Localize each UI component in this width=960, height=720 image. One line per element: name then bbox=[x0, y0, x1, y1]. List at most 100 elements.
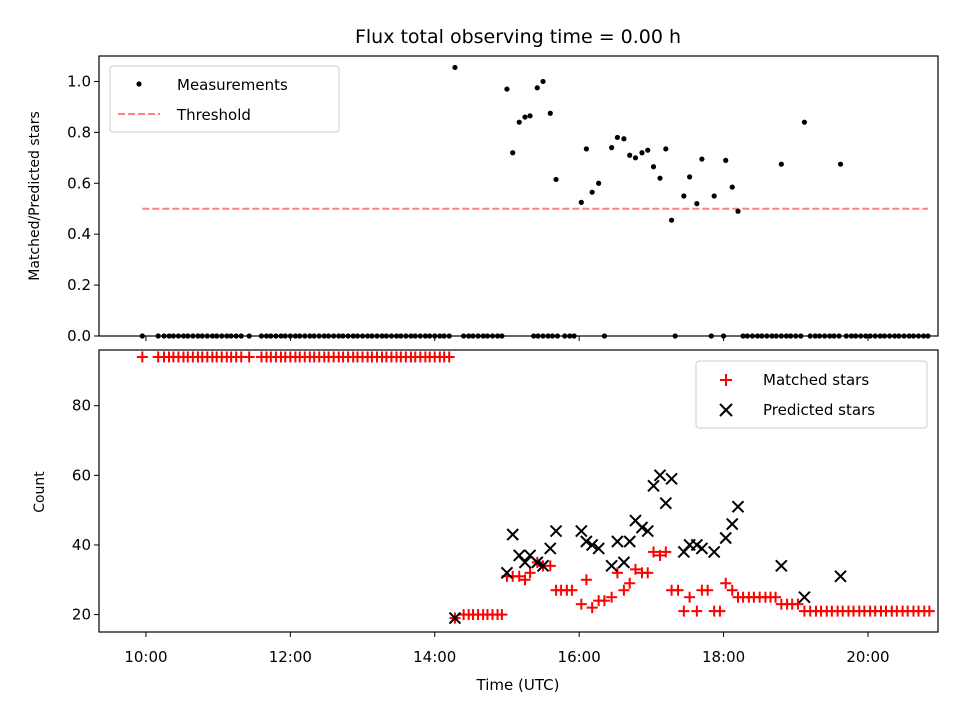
predicted-star-point bbox=[635, 521, 649, 534]
legend-measurements-marker bbox=[136, 81, 142, 87]
legend-matched-marker bbox=[720, 374, 732, 386]
measurement-point bbox=[609, 145, 615, 151]
matched-star-point bbox=[684, 591, 696, 603]
predicted-x-b bbox=[731, 500, 745, 513]
top-plot-frame bbox=[98, 55, 939, 337]
legend-predicted-label: Predicted stars bbox=[763, 401, 875, 419]
predicted-x-b bbox=[523, 549, 537, 562]
measurement-point bbox=[527, 113, 533, 119]
measurement-point bbox=[729, 184, 735, 190]
top-y-tick-label: 0.8 bbox=[67, 123, 91, 141]
predicted-x-b bbox=[695, 542, 709, 555]
predicted-star-point bbox=[623, 535, 636, 548]
measurement-point bbox=[547, 110, 553, 116]
predicted-stars-series bbox=[448, 469, 847, 625]
top-y-tick-label: 0.2 bbox=[67, 276, 91, 294]
measurement-point bbox=[578, 199, 584, 205]
measurement-point bbox=[540, 78, 546, 85]
predicted-x-b bbox=[513, 549, 526, 562]
predicted-star-point bbox=[585, 538, 599, 552]
matched-star-point bbox=[923, 605, 935, 617]
chart-title: Flux total observing time = 0.00 h bbox=[355, 26, 681, 48]
predicted-x-b bbox=[544, 542, 557, 555]
measurement-point bbox=[510, 150, 516, 156]
predicted-star-point bbox=[659, 496, 673, 510]
matched-star-point bbox=[714, 605, 726, 617]
bottom-y-tick-label: 20 bbox=[72, 606, 91, 624]
top-y-axis: 0.0 0.2 0.4 0.6 0.8 1.0 bbox=[67, 72, 99, 345]
measurement-point bbox=[778, 161, 784, 167]
bottom-plot-frame bbox=[98, 349, 939, 633]
predicted-x-b bbox=[605, 559, 618, 573]
bottom-x-tick-label: 20:00 bbox=[846, 648, 889, 666]
predicted-x-b bbox=[536, 559, 550, 573]
predicted-x-b bbox=[635, 521, 649, 534]
matched-star-point bbox=[606, 591, 618, 603]
measurement-point bbox=[516, 119, 522, 125]
measurement-point bbox=[694, 201, 700, 207]
predicted-star-point bbox=[531, 556, 544, 569]
matched-star-point bbox=[524, 567, 536, 579]
bottom-x-axis-label: Time (UTC) bbox=[476, 676, 560, 694]
predicted-x-b bbox=[647, 479, 660, 492]
predicted-star-point bbox=[605, 559, 618, 573]
measurement-point bbox=[452, 64, 458, 71]
top-legend: Measurements Threshold bbox=[109, 65, 340, 133]
bottom-x-tick-label: 10:00 bbox=[124, 648, 167, 666]
matched-star-point bbox=[726, 584, 738, 596]
predicted-star-point bbox=[536, 559, 550, 573]
predicted-star-point bbox=[726, 517, 739, 531]
bottom-x-tick-label: 14:00 bbox=[413, 648, 456, 666]
measurement-point bbox=[645, 147, 651, 153]
measurement-point bbox=[632, 155, 639, 161]
matched-star-point bbox=[792, 598, 804, 610]
matched-star-point bbox=[611, 567, 623, 579]
measurement-point bbox=[627, 152, 633, 158]
bottom-y-axis-label: Count bbox=[32, 471, 48, 513]
predicted-x-b bbox=[500, 566, 514, 580]
bottom-y-tick-label: 60 bbox=[72, 466, 91, 484]
measurement-point bbox=[650, 164, 657, 170]
measurement-point bbox=[723, 157, 729, 163]
measurement-point bbox=[621, 136, 627, 142]
matched-star-point bbox=[243, 351, 255, 363]
top-y-tick-label: 0.4 bbox=[67, 225, 91, 243]
matched-star-point bbox=[618, 584, 630, 596]
measurement-point bbox=[553, 176, 559, 183]
predicted-star-point bbox=[665, 472, 678, 486]
measurement-point bbox=[522, 114, 528, 120]
predicted-star-point bbox=[575, 524, 588, 538]
matched-star-point bbox=[691, 605, 703, 617]
matched-star-point bbox=[648, 546, 660, 558]
measurement-point bbox=[687, 174, 693, 180]
predicted-x-b bbox=[518, 556, 532, 569]
matched-star-point bbox=[770, 591, 782, 603]
predicted-star-point bbox=[500, 566, 514, 580]
matched-star-point bbox=[544, 560, 556, 572]
top-y-tick-label: 0.6 bbox=[67, 174, 91, 192]
legend-matched-label: Matched stars bbox=[763, 371, 869, 389]
bottom-y-tick-label: 80 bbox=[72, 397, 91, 415]
bottom-legend: Matched stars Predicted stars bbox=[695, 360, 928, 429]
predicted-x-b bbox=[592, 542, 605, 555]
predicted-star-point bbox=[549, 524, 563, 538]
predicted-x-b bbox=[653, 469, 667, 482]
predicted-x-b bbox=[641, 524, 654, 538]
top-x-axis-ticks bbox=[145, 336, 869, 341]
predicted-star-point bbox=[731, 500, 745, 513]
predicted-star-point bbox=[544, 542, 557, 555]
predicted-star-point bbox=[506, 528, 519, 541]
matched-star-point bbox=[678, 605, 690, 617]
measurement-point bbox=[639, 150, 645, 156]
top-y-axis-label: Matched/Predicted stars bbox=[27, 111, 43, 281]
measurement-point bbox=[711, 193, 717, 199]
matched-star-point bbox=[513, 570, 525, 582]
bottom-x-tick-label: 12:00 bbox=[269, 648, 312, 666]
bottom-x-tick-label: 18:00 bbox=[702, 648, 745, 666]
matched-star-point bbox=[443, 351, 455, 363]
matched-star-point bbox=[566, 584, 578, 596]
predicted-star-point bbox=[617, 556, 631, 569]
matched-star-point bbox=[624, 577, 636, 589]
predicted-x-b bbox=[617, 556, 631, 569]
measurement-point bbox=[681, 193, 687, 199]
